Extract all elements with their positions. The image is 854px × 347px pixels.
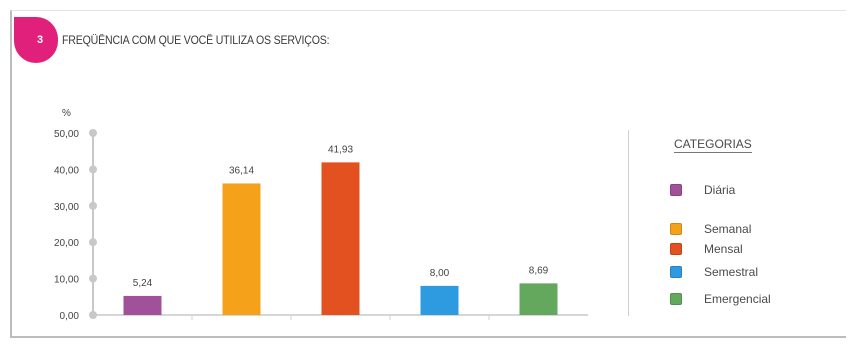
legend-item-semanal: Semanal: [670, 222, 751, 236]
bar-value-label: 36,14: [229, 165, 254, 176]
legend-item-diária: Diária: [670, 183, 735, 197]
bar-semestral: [420, 285, 459, 315]
legend-swatch: [670, 223, 682, 235]
chart-title: FREQÜÊNCIA COM QUE VOCÊ UTILIZA OS SERVI…: [62, 35, 330, 47]
bar-mensal: [321, 162, 360, 315]
legend-label: Mensal: [704, 242, 743, 256]
legend-label: Semanal: [704, 222, 752, 236]
y-tick-label: 50,00: [54, 129, 79, 140]
y-tick-marker: [89, 129, 97, 137]
y-tick-marker: [89, 201, 97, 210]
legend-label: Semestral: [704, 265, 759, 279]
bar-value-label: 41,93: [328, 144, 353, 155]
chart-panel: [10, 10, 846, 338]
y-tick-marker: [89, 311, 97, 319]
legend-label: Diária: [704, 183, 736, 197]
y-tick-label: 0,00: [60, 311, 80, 322]
legend-swatch: [670, 266, 682, 278]
legend-item-semestral: Semestral: [670, 265, 758, 279]
bar-value-label: 8,00: [430, 268, 450, 279]
y-tick-marker: [89, 238, 97, 247]
legend-divider: [628, 130, 629, 316]
bar-emergencial: [519, 283, 558, 315]
question-number-badge: 3: [14, 17, 58, 63]
y-axis-label: %: [62, 108, 71, 119]
legend-item-emergencial: Emergencial: [670, 292, 771, 306]
question-number: 3: [36, 34, 44, 46]
legend-swatch: [670, 293, 682, 305]
y-tick-marker: [89, 165, 97, 174]
bar-semanal: [222, 183, 261, 315]
y-tick-label: 30,00: [54, 202, 79, 213]
y-tick-label: 20,00: [54, 238, 79, 249]
y-tick-label: 10,00: [54, 275, 79, 286]
bar-chart: % 50,00 40,00 30,00 20,00 10,00 0,00 5,24 36,1…: [54, 108, 588, 322]
legend-swatch: [670, 184, 682, 196]
legend-label: Emergencial: [704, 292, 771, 306]
bar-diária: [123, 295, 162, 315]
legend-swatch: [670, 243, 682, 255]
legend-title: CATEGORIAS: [674, 137, 752, 153]
bar-value-label: 5,24: [133, 278, 153, 289]
y-tick-label: 40,00: [54, 165, 79, 176]
legend-item-mensal: Mensal: [670, 242, 743, 256]
bar-value-label: 8,69: [529, 265, 549, 276]
y-tick-marker: [89, 274, 97, 283]
